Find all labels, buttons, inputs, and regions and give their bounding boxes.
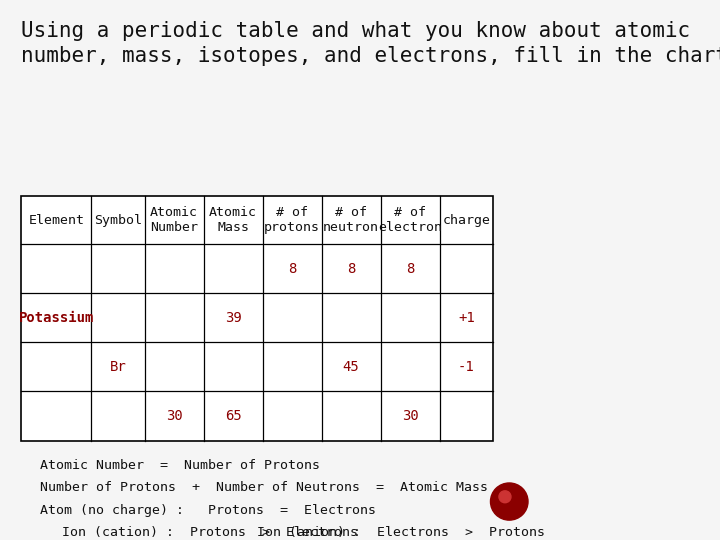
Text: Number of Protons  +  Number of Neutrons  =  Atomic Mass: Number of Protons + Number of Neutrons =… xyxy=(40,481,488,495)
Text: # of
protons: # of protons xyxy=(264,206,320,234)
Bar xyxy=(22,197,493,441)
Text: +1: +1 xyxy=(458,311,474,325)
Text: 65: 65 xyxy=(225,409,241,423)
Text: Br: Br xyxy=(109,360,126,374)
Text: Potassium: Potassium xyxy=(19,311,94,325)
Text: -1: -1 xyxy=(458,360,474,374)
Text: 30: 30 xyxy=(402,409,418,423)
Text: Atomic
Mass: Atomic Mass xyxy=(210,206,257,234)
Text: Ion (anion) :  Electrons  >  Protons: Ion (anion) : Electrons > Protons xyxy=(257,526,545,539)
Text: 39: 39 xyxy=(225,311,241,325)
Text: Element: Element xyxy=(28,214,84,227)
Text: Atom (no charge) :   Protons  =  Electrons: Atom (no charge) : Protons = Electrons xyxy=(40,504,377,517)
Text: 8: 8 xyxy=(347,262,355,276)
Text: charge: charge xyxy=(442,214,490,227)
Text: # of
neutron: # of neutron xyxy=(323,206,379,234)
Text: Symbol: Symbol xyxy=(94,214,142,227)
Text: 45: 45 xyxy=(343,360,359,374)
Circle shape xyxy=(490,483,528,520)
Circle shape xyxy=(499,491,511,503)
Text: Ion (cation) :  Protons  >  Electrons: Ion (cation) : Protons > Electrons xyxy=(62,526,358,539)
Text: Atomic
Number: Atomic Number xyxy=(150,206,198,234)
Text: # of
electron: # of electron xyxy=(378,206,442,234)
Text: 8: 8 xyxy=(288,262,297,276)
Text: Atomic Number  =  Number of Protons: Atomic Number = Number of Protons xyxy=(40,459,320,472)
Text: 8: 8 xyxy=(406,262,414,276)
Text: Using a periodic table and what you know about atomic
number, mass, isotopes, an: Using a periodic table and what you know… xyxy=(22,21,720,66)
Text: 30: 30 xyxy=(166,409,183,423)
